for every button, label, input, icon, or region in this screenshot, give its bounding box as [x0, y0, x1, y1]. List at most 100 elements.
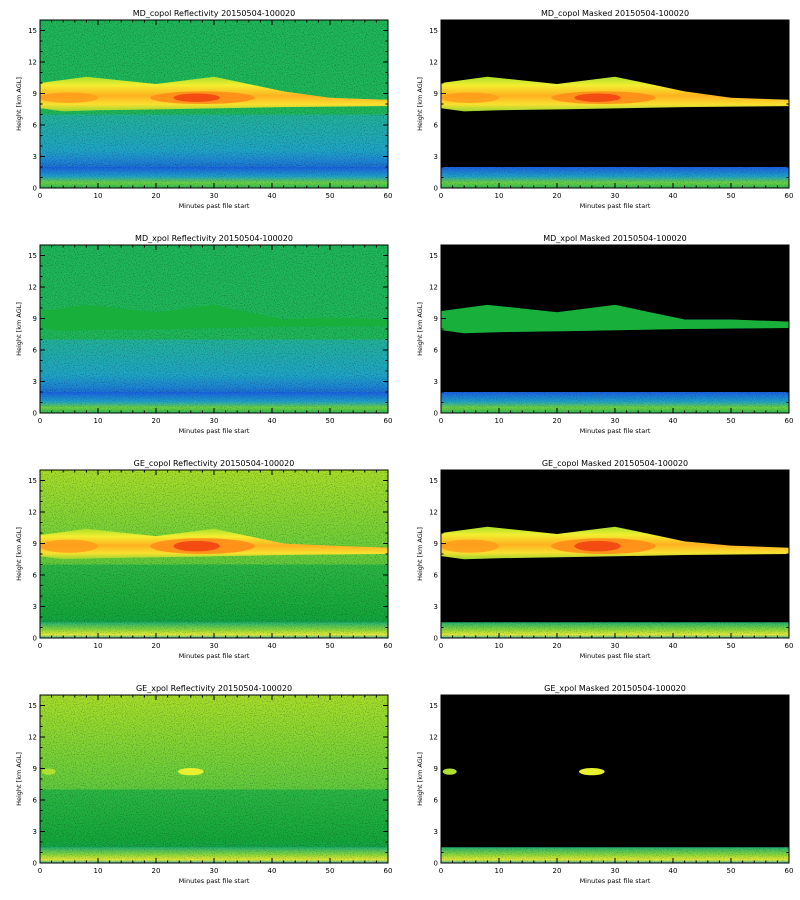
x-tick-label: 30	[210, 192, 219, 200]
x-tick-label: 30	[210, 417, 219, 425]
x-tick-label: 20	[152, 192, 161, 200]
reflectivity-field	[40, 470, 388, 638]
x-tick-label: 20	[152, 417, 161, 425]
x-tick-label: 10	[495, 417, 504, 425]
x-tick-label: 40	[268, 867, 277, 875]
y-axis-label: Height [km AGL]	[15, 527, 23, 581]
panel-title: GE_xpol Reflectivity 20150504-100020	[136, 684, 292, 693]
panel-title: MD_xpol Masked 20150504-100020	[543, 234, 687, 243]
y-tick-label: 12	[429, 509, 438, 517]
y-tick-label: 3	[434, 603, 438, 611]
x-tick-label: 0	[439, 867, 443, 875]
x-tick-label: 10	[495, 192, 504, 200]
y-tick-label: 0	[434, 635, 438, 643]
x-axis-label: Minutes past file start	[179, 427, 250, 435]
chart-panel: MD_xpol Reflectivity 20150504-100020 0 10 2…	[15, 234, 392, 435]
y-tick-label: 6	[434, 797, 439, 805]
y-tick-label: 3	[434, 828, 438, 836]
x-tick-label: 60	[785, 642, 794, 650]
cloud-patch	[579, 768, 605, 776]
y-axis-label: Height [km AGL]	[416, 752, 424, 806]
y-tick-label: 6	[434, 572, 439, 580]
x-tick-label: 0	[38, 642, 42, 650]
y-tick-label: 3	[33, 378, 37, 386]
panel-title: GE_copol Masked 20150504-100020	[542, 459, 688, 468]
y-tick-label: 9	[33, 540, 37, 548]
y-axis-label: Height [km AGL]	[15, 302, 23, 356]
cloud-layer-shade	[40, 304, 388, 332]
x-tick-label: 20	[553, 417, 562, 425]
y-tick-label: 3	[33, 828, 37, 836]
y-tick-label: 15	[28, 702, 37, 710]
y-tick-label: 0	[33, 185, 37, 193]
x-tick-label: 30	[210, 867, 219, 875]
y-axis-label: Height [km AGL]	[416, 527, 424, 581]
surface-speckle	[40, 619, 388, 638]
x-tick-label: 0	[38, 192, 42, 200]
cloud-core-peak	[173, 93, 220, 102]
y-tick-label: 3	[33, 603, 37, 611]
y-tick-label: 9	[33, 315, 37, 323]
cloud-layer	[40, 304, 388, 332]
y-tick-label: 3	[434, 153, 438, 161]
x-tick-label: 40	[669, 642, 678, 650]
cloud-core-peak	[574, 93, 621, 102]
reflectivity-field	[441, 245, 789, 413]
cloud-layer	[441, 304, 789, 334]
x-axis-label: Minutes past file start	[179, 652, 250, 660]
noise-speckle	[40, 695, 388, 863]
y-tick-label: 6	[434, 347, 439, 355]
y-tick-label: 6	[33, 347, 38, 355]
y-tick-label: 0	[434, 860, 438, 868]
y-tick-label: 0	[434, 410, 438, 418]
chart-panel: GE_copol Reflectivity 20150504-100020 0 10…	[15, 459, 392, 660]
x-tick-label: 10	[94, 642, 103, 650]
x-tick-label: 50	[326, 192, 335, 200]
x-axis-label: Minutes past file start	[580, 202, 651, 210]
x-tick-label: 10	[94, 867, 103, 875]
y-tick-label: 15	[28, 477, 37, 485]
reflectivity-field	[441, 20, 789, 188]
x-tick-label: 50	[727, 642, 736, 650]
x-tick-label: 50	[326, 417, 335, 425]
x-axis-label: Minutes past file start	[179, 877, 250, 885]
y-tick-label: 15	[429, 252, 438, 260]
y-tick-label: 9	[33, 90, 37, 98]
cloud-patch	[41, 768, 56, 775]
x-tick-label: 0	[439, 417, 443, 425]
panel-title: MD_copol Masked 20150504-100020	[541, 9, 689, 18]
y-tick-label: 6	[434, 122, 439, 130]
x-tick-label: 20	[553, 867, 562, 875]
y-tick-label: 9	[434, 540, 438, 548]
x-tick-label: 50	[326, 867, 335, 875]
x-tick-label: 40	[669, 867, 678, 875]
x-axis-label: Minutes past file start	[580, 427, 651, 435]
cloud-patch	[442, 768, 457, 775]
y-tick-label: 15	[429, 702, 438, 710]
x-tick-label: 60	[384, 417, 393, 425]
y-tick-label: 0	[33, 410, 37, 418]
x-tick-label: 10	[94, 417, 103, 425]
x-tick-label: 60	[384, 867, 393, 875]
y-tick-label: 12	[28, 734, 37, 742]
panel-title: GE_xpol Masked 20150504-100020	[544, 684, 686, 693]
x-tick-label: 30	[210, 642, 219, 650]
x-tick-label: 30	[611, 192, 620, 200]
x-tick-label: 50	[727, 417, 736, 425]
x-tick-label: 60	[384, 192, 393, 200]
x-tick-label: 40	[669, 417, 678, 425]
y-tick-label: 0	[33, 860, 37, 868]
y-tick-label: 0	[434, 185, 438, 193]
y-tick-label: 0	[33, 635, 37, 643]
x-tick-label: 30	[611, 642, 620, 650]
cloud-core-peak	[574, 540, 621, 552]
x-tick-label: 30	[611, 867, 620, 875]
x-tick-label: 40	[268, 642, 277, 650]
y-axis-label: Height [km AGL]	[15, 77, 23, 131]
reflectivity-field	[441, 470, 789, 638]
cloud-core-peak	[173, 540, 220, 552]
panel-title: MD_copol Reflectivity 20150504-100020	[133, 9, 295, 18]
x-tick-label: 20	[152, 642, 161, 650]
x-tick-label: 0	[439, 642, 443, 650]
